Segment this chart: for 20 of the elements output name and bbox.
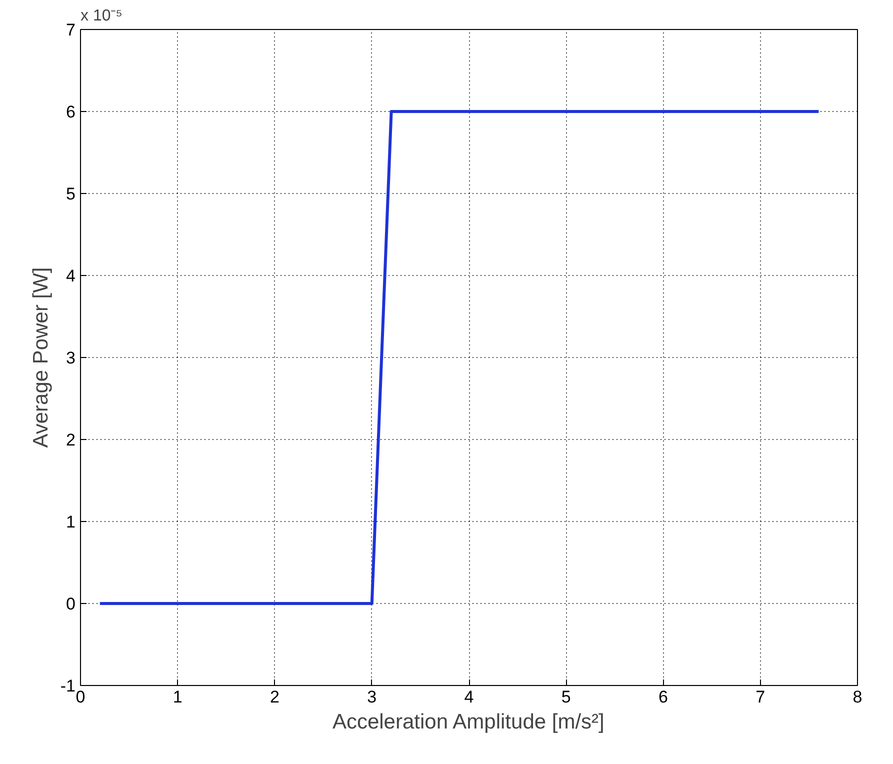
y-tick-label: 5: [66, 184, 76, 204]
x-tick-label: 7: [756, 688, 766, 706]
y-tick-label: 4: [66, 266, 76, 286]
y-tick-label: -1: [60, 676, 76, 696]
x-tick-label: 1: [172, 688, 182, 706]
x-tick-label: 8: [852, 688, 862, 706]
y-axis-title: Average Power [W]: [29, 267, 52, 448]
y-tick-label: 3: [66, 348, 76, 368]
y-tick-label: 1: [66, 512, 76, 532]
x-tick-label: 3: [367, 688, 377, 706]
y-tick-label: 7: [66, 20, 76, 40]
text: x 10⁻⁵: [80, 8, 122, 24]
x-tick-label: 6: [658, 688, 668, 706]
x-axis-title: Acceleration Amplitude [m/s²]: [332, 710, 604, 734]
y-tick-label: 0: [66, 594, 76, 614]
y-tick-label: 2: [66, 430, 76, 450]
x-tick-label: 4: [464, 688, 474, 706]
x-tick-label: 2: [270, 688, 280, 706]
y-tick-label: 6: [66, 102, 76, 122]
x-tick-label: 5: [561, 688, 571, 706]
